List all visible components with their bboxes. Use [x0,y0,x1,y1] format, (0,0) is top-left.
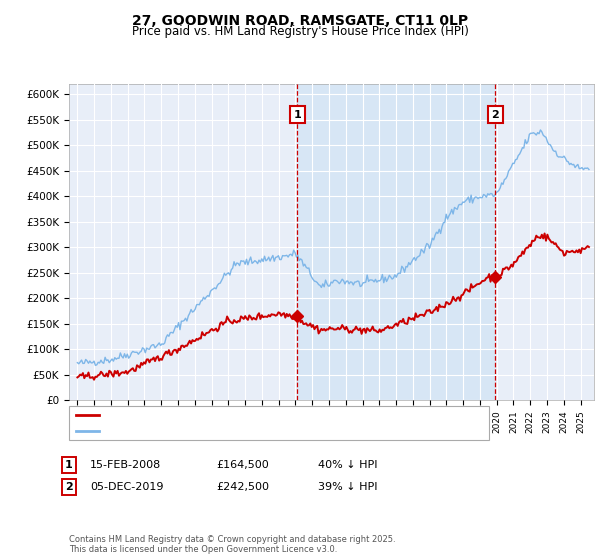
Text: 27, GOODWIN ROAD, RAMSGATE, CT11 0LP: 27, GOODWIN ROAD, RAMSGATE, CT11 0LP [132,14,468,28]
Text: 1: 1 [293,110,301,120]
Text: £164,500: £164,500 [216,460,269,470]
Text: 1: 1 [65,460,73,470]
Text: Contains HM Land Registry data © Crown copyright and database right 2025.
This d: Contains HM Land Registry data © Crown c… [69,535,395,554]
Text: 27, GOODWIN ROAD, RAMSGATE, CT11 0LP (detached house): 27, GOODWIN ROAD, RAMSGATE, CT11 0LP (de… [104,410,405,421]
Text: 39% ↓ HPI: 39% ↓ HPI [318,482,377,492]
Text: 2: 2 [491,110,499,120]
Text: 2: 2 [65,482,73,492]
Text: 05-DEC-2019: 05-DEC-2019 [90,482,163,492]
Text: 40% ↓ HPI: 40% ↓ HPI [318,460,377,470]
Bar [298,84,496,400]
Text: HPI: Average price, detached house, Thanet: HPI: Average price, detached house, Than… [104,426,319,436]
Text: Price paid vs. HM Land Registry's House Price Index (HPI): Price paid vs. HM Land Registry's House … [131,25,469,38]
Text: 15-FEB-2008: 15-FEB-2008 [90,460,161,470]
Text: £242,500: £242,500 [216,482,269,492]
